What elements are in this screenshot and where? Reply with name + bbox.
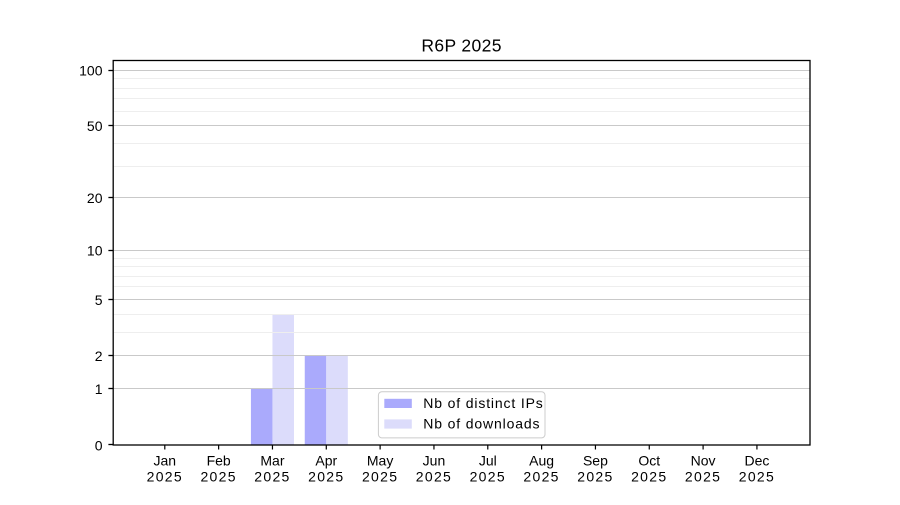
svg-text:1: 1: [95, 381, 103, 397]
svg-text:2025: 2025: [416, 469, 452, 485]
svg-text:20: 20: [87, 190, 103, 206]
svg-text:Dec: Dec: [744, 453, 769, 469]
svg-text:2025: 2025: [631, 469, 667, 485]
svg-text:2025: 2025: [254, 469, 290, 485]
svg-text:2025: 2025: [523, 469, 559, 485]
svg-text:0: 0: [95, 437, 103, 453]
svg-text:Sep: Sep: [583, 453, 608, 469]
svg-text:2: 2: [95, 348, 103, 364]
svg-text:Nov: Nov: [691, 453, 716, 469]
svg-text:Jun: Jun: [423, 453, 446, 469]
svg-text:2025: 2025: [362, 469, 398, 485]
svg-text:Feb: Feb: [207, 453, 231, 469]
svg-text:2025: 2025: [308, 469, 344, 485]
svg-text:2025: 2025: [685, 469, 721, 485]
svg-text:2025: 2025: [470, 469, 506, 485]
svg-text:50: 50: [87, 118, 103, 134]
svg-text:Apr: Apr: [315, 453, 337, 469]
svg-text:Nb of downloads: Nb of downloads: [423, 416, 540, 432]
svg-text:Jul: Jul: [479, 453, 497, 469]
svg-text:Mar: Mar: [260, 453, 284, 469]
svg-text:5: 5: [95, 292, 103, 308]
svg-text:Aug: Aug: [529, 453, 554, 469]
svg-text:2025: 2025: [147, 469, 183, 485]
svg-text:100: 100: [79, 63, 103, 79]
svg-text:Jan: Jan: [154, 453, 177, 469]
svg-text:2025: 2025: [577, 469, 613, 485]
svg-text:May: May: [367, 453, 393, 469]
svg-text:2025: 2025: [200, 469, 236, 485]
svg-text:2025: 2025: [739, 469, 775, 485]
svg-text:10: 10: [87, 243, 103, 259]
svg-text:R6P 2025: R6P 2025: [421, 35, 502, 55]
svg-text:Nb of distinct IPs: Nb of distinct IPs: [423, 395, 543, 411]
svg-text:Oct: Oct: [638, 453, 660, 469]
